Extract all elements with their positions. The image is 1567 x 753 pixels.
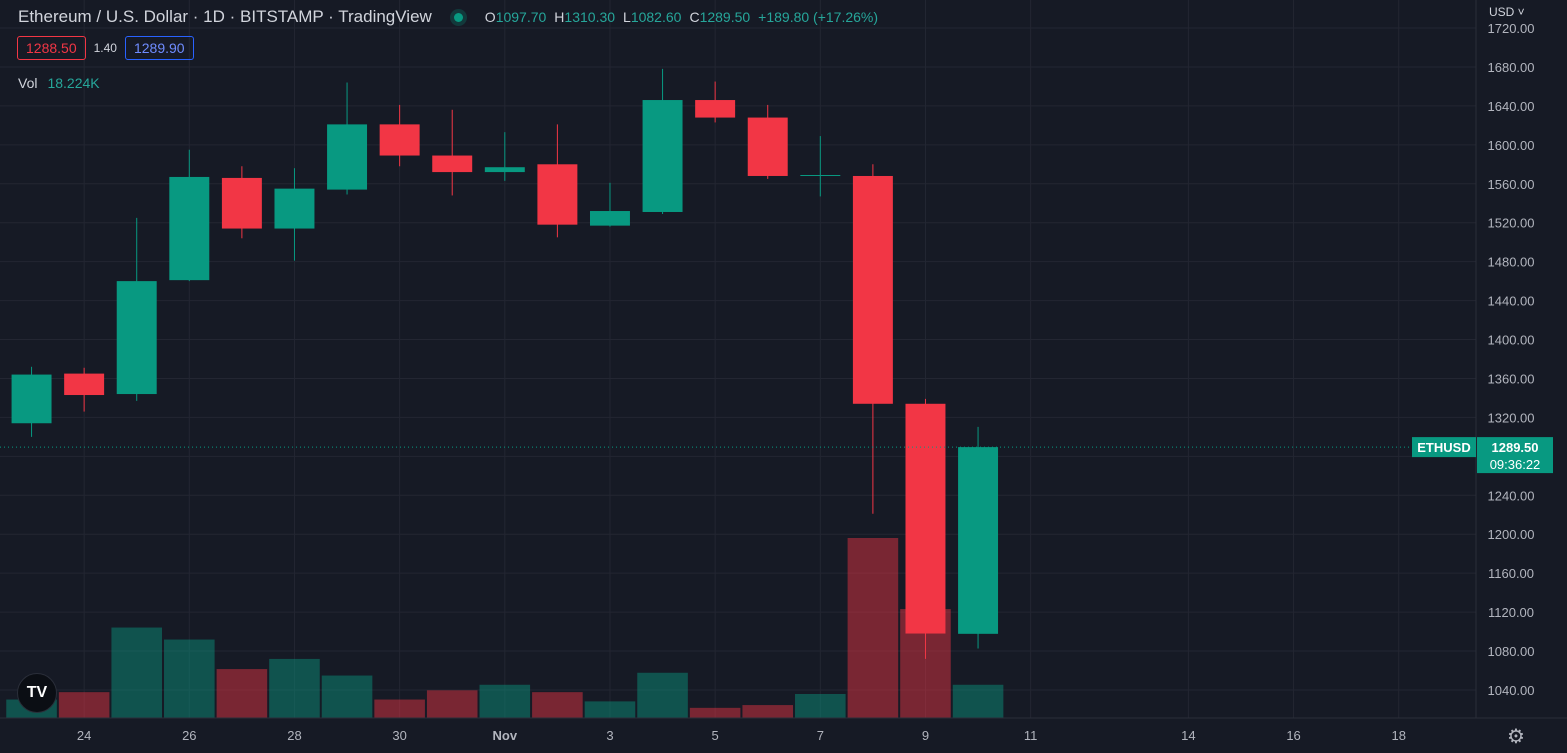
y-tick-label: 1480.00: [1488, 255, 1535, 270]
change-value: +189.80 (+17.26%): [758, 9, 879, 25]
quote-panel: 1288.50 1.40 1289.90: [17, 36, 194, 60]
price-tag: [1477, 437, 1553, 474]
price-tag-countdown: 09:36:22: [1490, 457, 1541, 472]
y-tick-label: 1160.00: [1488, 566, 1534, 581]
x-tick-label: Nov: [493, 728, 518, 743]
x-tick-label: 9: [922, 728, 929, 743]
symbol-tag: [1412, 437, 1476, 458]
logo-text: TV: [26, 684, 48, 701]
volume-bar: [111, 627, 163, 718]
volume-bar: [426, 690, 478, 718]
candle-body: [589, 211, 630, 226]
x-tick-label: 28: [287, 728, 301, 743]
volume-bar: [847, 538, 899, 718]
x-tick-label: 3: [606, 728, 613, 743]
candle-body: [800, 175, 841, 177]
volume-label: Vol: [18, 75, 38, 91]
currency-selector[interactable]: USD ˅: [1489, 5, 1525, 19]
chart-title: Ethereum / U.S. Dollar · 1D · BITSTAMP ·…: [18, 7, 432, 26]
low-label: L: [623, 9, 631, 25]
x-tick-label: 30: [392, 728, 406, 743]
chart-header: Ethereum / U.S. Dollar · 1D · BITSTAMP ·…: [18, 6, 878, 28]
volume-bar: [952, 684, 1004, 718]
y-tick-label: 1120.00: [1488, 605, 1534, 620]
candle-body: [116, 281, 157, 395]
close-label: C: [689, 9, 700, 25]
candle-body: [327, 124, 368, 190]
candle-body: [537, 164, 578, 225]
y-tick-label: 1720.00: [1488, 21, 1535, 36]
volume-bar: [689, 707, 741, 718]
symbol-tag-label: ETHUSD: [1417, 440, 1470, 455]
high-label: H: [554, 9, 565, 25]
low-value: 1082.60: [630, 9, 682, 25]
candle-body: [905, 403, 946, 634]
x-tick-label: 11: [1024, 728, 1038, 743]
candle-body: [695, 100, 736, 118]
x-tick-label: 24: [77, 728, 91, 743]
candle-body: [958, 447, 999, 634]
candle-body: [747, 117, 788, 176]
volume-bar: [269, 658, 320, 718]
y-tick-label: 1240.00: [1488, 488, 1535, 503]
x-tick-label: 16: [1286, 728, 1300, 743]
y-tick-label: 1560.00: [1488, 177, 1535, 192]
y-tick-label: 1520.00: [1488, 216, 1535, 231]
buy-price-button[interactable]: 1289.90: [124, 36, 194, 60]
volume-value: 18.224K: [47, 75, 100, 91]
volume-bar: [374, 699, 425, 718]
open-label: O: [484, 9, 496, 25]
y-tick-label: 1440.00: [1488, 294, 1535, 309]
y-tick-label: 1360.00: [1488, 371, 1535, 386]
x-tick-label: 26: [182, 728, 196, 743]
chevron-down-icon: ˅: [1514, 5, 1525, 19]
gear-icon[interactable]: ⚙: [1507, 726, 1525, 748]
y-tick-label: 1040.00: [1488, 683, 1535, 698]
candle-body: [221, 177, 262, 229]
ohlc-readout: O1097.70 H1310.30 L1082.60 C1289.50 +189…: [485, 9, 878, 25]
y-tick-label: 1680.00: [1488, 60, 1535, 75]
open-value: 1097.70: [495, 9, 547, 25]
y-tick-label: 1400.00: [1488, 333, 1535, 348]
x-tick-label: 18: [1391, 728, 1405, 743]
y-tick-label: 1080.00: [1488, 644, 1535, 659]
y-tick-label: 1640.00: [1488, 99, 1535, 114]
y-tick-label: 1320.00: [1488, 410, 1535, 425]
high-value: 1310.30: [564, 9, 616, 25]
volume-bar: [532, 692, 583, 718]
currency-label: USD: [1489, 5, 1515, 19]
spread-value: 1.40: [93, 41, 117, 55]
volume-bar: [742, 705, 794, 718]
candle-body: [274, 188, 315, 229]
candle-body: [379, 124, 420, 156]
volume-bar: [164, 639, 215, 718]
candle-body: [852, 175, 893, 404]
y-tick-label: 1200.00: [1488, 527, 1535, 542]
close-value: 1289.50: [699, 9, 751, 25]
tradingview-logo-icon[interactable]: TV: [17, 673, 57, 713]
price-tag-value: 1289.50: [1492, 440, 1539, 455]
x-tick-label: 14: [1181, 728, 1195, 743]
market-status-icon: [453, 12, 463, 22]
volume-legend: Vol 18.224K: [18, 75, 100, 91]
y-tick-label: 1600.00: [1488, 138, 1535, 153]
candle-body: [11, 374, 52, 424]
volume-bar: [58, 692, 110, 718]
x-tick-label: 5: [712, 728, 719, 743]
volume-bar: [321, 675, 373, 718]
x-tick-label: 7: [817, 728, 824, 743]
sell-price-button[interactable]: 1288.50: [17, 36, 86, 60]
volume-bar: [584, 701, 636, 718]
volume-bar: [479, 684, 531, 718]
candle-body: [169, 176, 210, 281]
candle-body: [642, 100, 683, 212]
volume-bar: [216, 669, 268, 718]
volume-bar: [637, 672, 688, 718]
volume-bar: [795, 694, 846, 718]
candle-body: [432, 155, 473, 173]
candle-body: [64, 373, 105, 396]
candle-body: [484, 167, 525, 173]
